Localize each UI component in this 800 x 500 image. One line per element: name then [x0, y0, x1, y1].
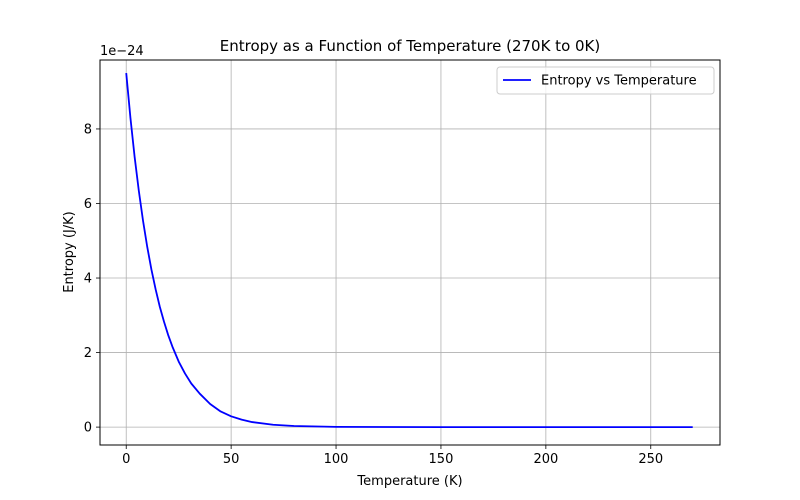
x-tick-label: 100	[324, 452, 349, 467]
y-tick-label: 6	[84, 197, 92, 212]
legend-label: Entropy vs Temperature	[541, 74, 697, 89]
entropy-series-line	[125, 72, 693, 429]
x-tick-label: 200	[533, 452, 558, 467]
x-tick-label: 250	[638, 452, 663, 467]
x-tick-label: 50	[223, 452, 240, 467]
x-tick-label: 150	[429, 452, 454, 467]
legend: Entropy vs Temperature	[496, 66, 715, 95]
grid	[100, 60, 720, 445]
legend-box	[496, 66, 715, 95]
y-tick-label: 4	[84, 272, 92, 287]
plot-frame	[99, 59, 721, 446]
y-axis-label: Entropy (J/K)	[62, 211, 77, 293]
y-tick-label: 8	[84, 122, 92, 137]
y-tick-label: 2	[84, 346, 92, 361]
series-layer	[125, 72, 693, 429]
x-tick-label: 0	[122, 452, 130, 467]
y-offset-label: 1e−24	[100, 44, 144, 59]
chart-title: Entropy as a Function of Temperature (27…	[220, 37, 601, 55]
x-axis-label: Temperature (K)	[356, 474, 462, 489]
y-tick-label: 0	[84, 421, 92, 436]
ticks: 0 50 100 150 200 250 0 2 4 6 8	[84, 122, 663, 467]
